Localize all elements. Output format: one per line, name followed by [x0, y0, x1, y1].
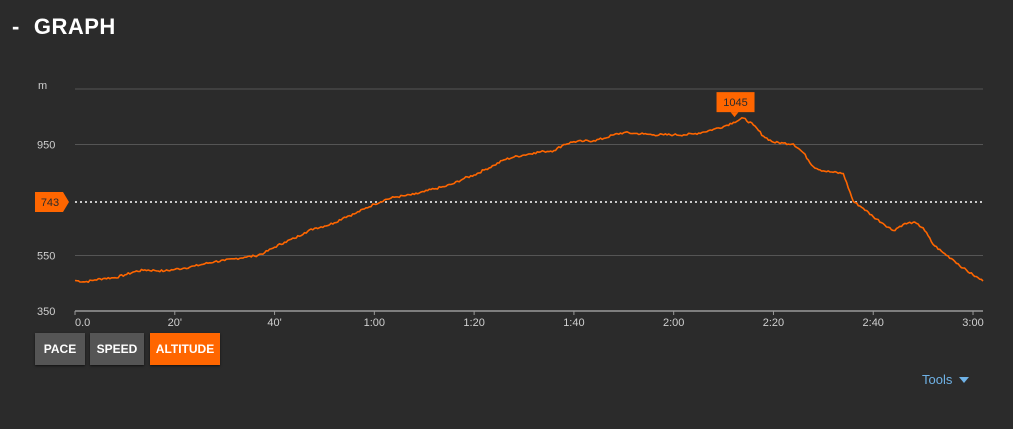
reference-tag	[35, 191, 69, 212]
reference-tag-label: 743	[41, 197, 59, 209]
x-tick-label: 2:00	[663, 317, 684, 329]
pace-button[interactable]: PACE	[35, 333, 85, 365]
x-tick-label: 40'	[267, 317, 281, 329]
tools-label: Tools	[922, 372, 953, 387]
y-tick-label: 550	[37, 251, 55, 263]
x-tick-label: 1:00	[364, 317, 385, 329]
speed-button[interactable]: SPEED	[90, 333, 144, 365]
x-tick-label: 2:20	[763, 317, 784, 329]
section-title: GRAPH	[33, 14, 116, 39]
x-tick-label: 3:00	[962, 317, 983, 329]
x-tick-label: 20'	[168, 317, 182, 329]
tools-menu[interactable]: Tools	[922, 372, 970, 387]
y-tick-label: 950	[37, 140, 55, 152]
y-axis-label: m	[38, 80, 47, 92]
y-tick-label: 350	[37, 306, 55, 318]
x-tick-label: 1:20	[463, 317, 484, 329]
altitude-button[interactable]: ALTITUDE	[150, 333, 220, 365]
graph-header[interactable]: - GRAPH	[12, 14, 116, 40]
caret-down-icon	[959, 376, 970, 383]
max-marker-box	[716, 92, 755, 113]
x-tick-label: 0.0	[75, 317, 90, 329]
collapse-toggle[interactable]: -	[12, 14, 20, 39]
max-marker-pointer	[730, 112, 739, 118]
x-tick-label: 2:40	[863, 317, 884, 329]
max-marker-label: 1045	[723, 97, 747, 109]
altitude-series-line	[74, 117, 984, 283]
x-tick-label: 1:40	[563, 317, 584, 329]
altitude-chart: 350 550 950 m 0.0 20' 40' 1:00 1:20 1:40 2:00 2:20 2…	[35, 80, 984, 329]
